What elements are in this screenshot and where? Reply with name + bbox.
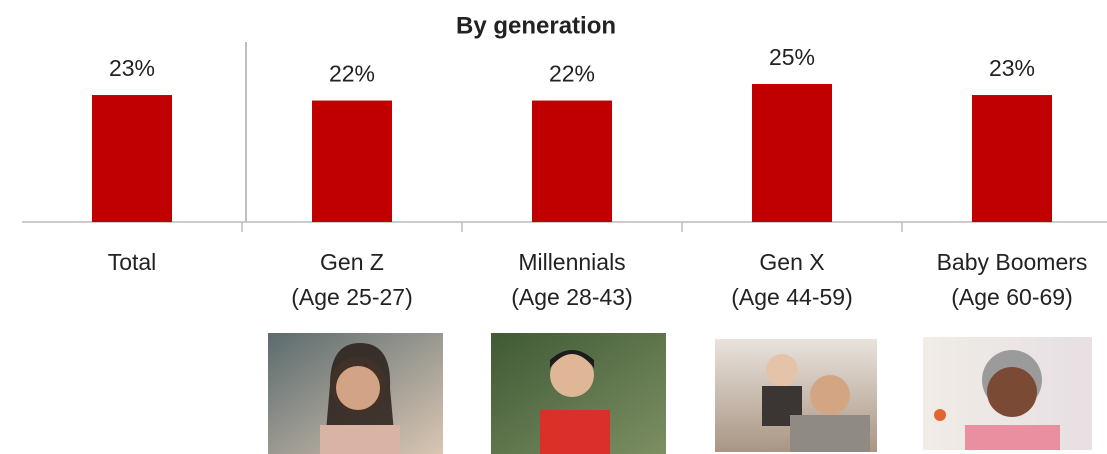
x-tick-label: Millennials	[518, 249, 625, 275]
x-tick-label: Gen X	[759, 249, 824, 275]
x-tick-sublabel: (Age 25-27)	[291, 284, 412, 310]
photo-baby-boomers	[923, 337, 1092, 450]
value-label: 23%	[109, 55, 155, 81]
chart-title: By generation	[456, 12, 616, 39]
bar	[752, 84, 832, 222]
photo-gen-x	[715, 339, 877, 452]
bar	[532, 100, 612, 222]
photo-millennials	[491, 333, 666, 454]
x-tick-sublabel: (Age 28-43)	[511, 284, 632, 310]
value-label: 22%	[549, 61, 595, 87]
x-tick-label: Total	[108, 249, 157, 275]
x-tick-label: Baby Boomers	[937, 249, 1088, 275]
value-label: 23%	[989, 55, 1035, 81]
x-tick-label: Gen Z	[320, 249, 384, 275]
value-label: 22%	[329, 61, 375, 87]
bar	[312, 100, 392, 222]
photo-gen-z	[268, 333, 443, 454]
x-tick-sublabel: (Age 44-59)	[731, 284, 852, 310]
x-tick-sublabel: (Age 60-69)	[951, 284, 1072, 310]
bar	[972, 95, 1052, 222]
bar	[92, 95, 172, 222]
value-label: 25%	[769, 44, 815, 70]
